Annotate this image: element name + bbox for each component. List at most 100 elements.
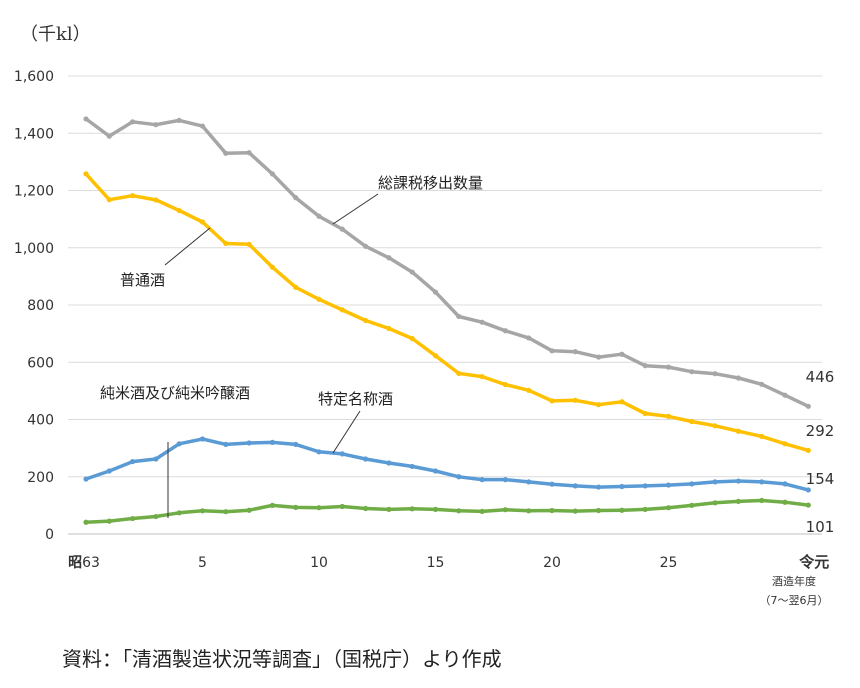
data-point — [386, 460, 392, 466]
y-tick-label: 400 — [27, 413, 54, 429]
series-name-label: 特定名称酒 — [318, 390, 393, 408]
data-point — [106, 133, 112, 139]
data-point — [409, 269, 415, 275]
data-point — [759, 381, 765, 387]
data-point — [689, 369, 695, 375]
data-point — [502, 381, 508, 388]
y-tick-label: 1,000 — [14, 241, 54, 257]
data-point — [619, 507, 625, 513]
data-point — [619, 483, 625, 490]
data-point — [339, 451, 345, 457]
series-name-label: 総課税移出数量 — [378, 174, 483, 192]
data-point — [293, 195, 299, 201]
data-point — [106, 468, 112, 474]
data-point — [572, 508, 578, 514]
data-point — [83, 476, 89, 482]
data-point — [549, 481, 555, 487]
data-point — [246, 440, 252, 446]
y-tick-label: 1,400 — [14, 126, 54, 142]
series-lines — [83, 116, 811, 525]
data-point — [269, 439, 275, 445]
data-point — [409, 335, 415, 342]
data-point — [269, 502, 275, 508]
data-point — [153, 197, 159, 203]
data-point — [805, 403, 811, 409]
data-point — [223, 509, 229, 515]
data-point — [223, 441, 229, 448]
x-tick-label: 昭63 — [68, 555, 100, 571]
data-point — [502, 477, 508, 483]
data-point — [130, 458, 136, 465]
data-point — [665, 505, 672, 511]
data-point — [269, 171, 275, 177]
data-point — [805, 447, 811, 454]
data-point — [642, 363, 648, 369]
data-point — [106, 197, 112, 203]
series-line — [84, 437, 811, 492]
data-point — [293, 441, 299, 448]
data-point — [596, 354, 602, 360]
y-tick-label: 800 — [27, 298, 54, 314]
series-3 — [83, 497, 811, 525]
data-point — [432, 468, 439, 474]
data-point — [712, 479, 718, 485]
data-point — [246, 241, 252, 247]
data-point — [130, 193, 136, 199]
data-point — [316, 296, 322, 302]
data-point — [619, 399, 625, 405]
data-point — [782, 441, 788, 447]
data-point — [759, 497, 765, 504]
data-point — [176, 207, 182, 214]
data-point — [665, 482, 672, 488]
gridlines — [68, 75, 822, 535]
x-tick-label-era: 令元 — [799, 553, 829, 571]
data-point — [689, 502, 695, 508]
series-name-label: 純米酒及び純米吟醸酒 — [100, 384, 250, 402]
data-point — [572, 483, 578, 489]
data-point — [456, 474, 462, 480]
data-point — [199, 508, 206, 514]
data-point — [596, 402, 602, 408]
data-point — [199, 436, 206, 442]
leader-line — [164, 227, 211, 266]
data-point — [223, 150, 229, 156]
data-point — [712, 500, 718, 506]
data-point — [759, 479, 765, 485]
data-point — [269, 264, 275, 270]
data-point — [176, 441, 182, 447]
y-tick-label: 1,600 — [14, 69, 54, 85]
data-point — [199, 123, 206, 129]
line-chart: （千kl） 02004006008001,0001,2001,4001,600 … — [14, 24, 834, 607]
data-point — [83, 171, 89, 177]
series-1 — [83, 171, 811, 454]
data-point — [782, 392, 788, 398]
data-point — [549, 398, 555, 404]
data-point — [83, 519, 89, 525]
x-tick-label: 25 — [660, 555, 678, 571]
series-2 — [83, 436, 811, 493]
data-point — [735, 375, 742, 381]
x-axis-ticks: 昭63 5 10 15 20 25 令元 — [68, 553, 829, 571]
data-point — [665, 413, 672, 419]
data-point — [386, 255, 392, 261]
data-point — [83, 116, 89, 122]
data-point — [689, 481, 695, 487]
data-point — [549, 348, 555, 354]
data-point — [130, 515, 136, 522]
data-point — [665, 364, 672, 370]
data-point — [502, 328, 508, 334]
data-point — [735, 478, 742, 484]
series-line — [84, 172, 811, 453]
data-point — [782, 481, 788, 487]
data-point — [689, 418, 695, 425]
y-axis-ticks: 0 200 400 600 800 1,000 1,200 1,400 1,600 — [14, 69, 54, 543]
data-point — [432, 289, 439, 295]
series-line — [84, 498, 811, 525]
data-point — [316, 505, 322, 511]
data-point — [246, 507, 252, 513]
data-point — [456, 313, 462, 320]
data-point — [456, 370, 462, 377]
source-note: 資料：「清酒製造状況等調査」（国税庁）より作成 — [62, 647, 502, 671]
end-value-label: 154 — [806, 470, 835, 488]
